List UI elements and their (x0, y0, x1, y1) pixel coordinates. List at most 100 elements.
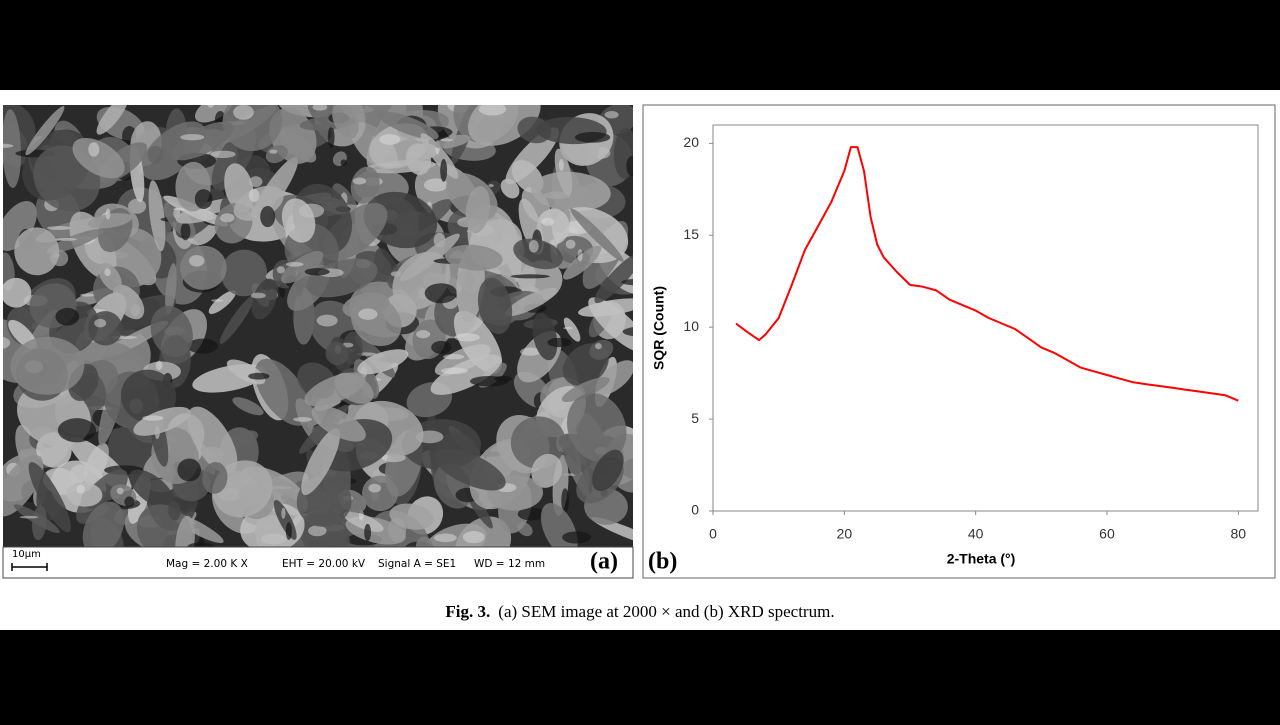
sem-highlight (220, 213, 235, 223)
sem-crevice (327, 126, 335, 149)
x-tick-label: 80 (1231, 526, 1247, 542)
sem-highlight (104, 268, 111, 277)
sem-highlight (207, 105, 215, 108)
sem-wd: WD = 12 mm (474, 558, 545, 570)
sem-grain (25, 106, 65, 156)
sem-grain (133, 406, 191, 436)
sem-crevice (440, 158, 448, 182)
sem-grain (113, 284, 145, 320)
sem-highlight (558, 158, 564, 171)
sem-crevice (340, 159, 348, 166)
sem-grain (301, 428, 341, 496)
sem-grain (194, 105, 233, 123)
sem-highlight (88, 142, 100, 157)
sem-grain (150, 305, 193, 358)
sem-grain (562, 435, 582, 476)
y-tick-label: 10 (683, 318, 699, 334)
sem-crevice (187, 542, 214, 547)
sem-grain (265, 145, 288, 164)
sem-highlight (180, 134, 205, 141)
sem-highlight (46, 226, 72, 230)
sem-crevice (260, 205, 276, 228)
sem-highlight (276, 266, 285, 274)
sem-highlight (454, 333, 480, 342)
sem-highlight (155, 360, 163, 371)
sem-highlight (19, 515, 39, 519)
sem-grain (168, 501, 181, 521)
sem-crevice (574, 131, 611, 143)
sem-highlight (285, 261, 304, 267)
sem-highlight (3, 143, 14, 149)
sem-grain (165, 263, 177, 315)
sem-crevice (626, 155, 633, 177)
sem-crevice (180, 222, 191, 241)
sem-highlight (423, 178, 448, 192)
chart-box (642, 104, 1276, 579)
sem-grain (350, 295, 402, 347)
sem-highlight (488, 183, 494, 188)
sem-grain (281, 250, 324, 284)
sem-grain (332, 105, 359, 139)
sem-highlight (416, 330, 431, 339)
sem-grain (563, 317, 581, 342)
sem-crevice (517, 507, 546, 521)
sem-crevice (285, 522, 292, 540)
sem-highlight (478, 105, 507, 116)
sem-grain (554, 148, 573, 196)
sem-grain (561, 377, 610, 402)
sem-grain (251, 278, 278, 320)
sem-eht: EHT = 20.00 kV (282, 558, 366, 570)
sem-grain (343, 511, 384, 532)
sem-highlight (443, 354, 465, 360)
sem-grain (532, 313, 558, 361)
sem-highlight (440, 367, 469, 375)
sem-mag: Mag = 2.00 K X (166, 558, 248, 570)
sem-grain (129, 469, 175, 509)
sem-grain (14, 227, 60, 276)
sem-grain (325, 341, 349, 366)
sem-grain (311, 405, 366, 442)
sem-highlight (604, 111, 619, 119)
sem-grain (148, 180, 166, 252)
sem-grain (87, 213, 133, 229)
sem-grain (82, 501, 125, 547)
sem-crevice (248, 372, 270, 380)
sem-grain (69, 211, 117, 280)
sem-image (3, 105, 633, 547)
sem-highlight (142, 415, 164, 421)
sem-grain (98, 262, 122, 292)
scale-label: 10µm (12, 549, 41, 560)
y-tick-label: 15 (683, 226, 699, 242)
sem-grain (232, 397, 264, 416)
panel-label: (b) (648, 549, 677, 575)
sem-grain (399, 233, 460, 282)
sem-highlight (577, 249, 583, 262)
sem-grain (563, 245, 602, 280)
sem-grain (3, 109, 22, 189)
sem-grain (536, 208, 570, 245)
sem-signal: Signal A = SE1 (378, 558, 456, 570)
sem-grain (531, 453, 563, 488)
sem-grain (219, 294, 256, 344)
sem-grain (208, 290, 236, 314)
sem-grain (350, 166, 380, 204)
sem-grain (570, 208, 624, 262)
sem-grain (300, 513, 350, 547)
sem-highlight (80, 293, 96, 297)
sem-grain (566, 393, 627, 463)
caption-text: (a) SEM image at 2000 × and (b) XRD spec… (498, 602, 834, 621)
xrd-line (735, 146, 1239, 402)
sem-highlight (55, 237, 77, 241)
x-tick-label: 20 (837, 526, 853, 542)
sem-grain (594, 252, 633, 304)
sem-highlight (116, 487, 124, 495)
sem-grain (72, 137, 125, 179)
sem-grain (500, 178, 520, 199)
sem-grain (589, 339, 614, 360)
sem-highlight (281, 507, 286, 519)
sem-grain (220, 249, 268, 297)
caption-label: Fig. 3. (445, 602, 490, 621)
sem-highlight (308, 525, 327, 537)
sem-highlight (358, 308, 378, 320)
y-axis-label: SQR (Count) (651, 286, 667, 370)
